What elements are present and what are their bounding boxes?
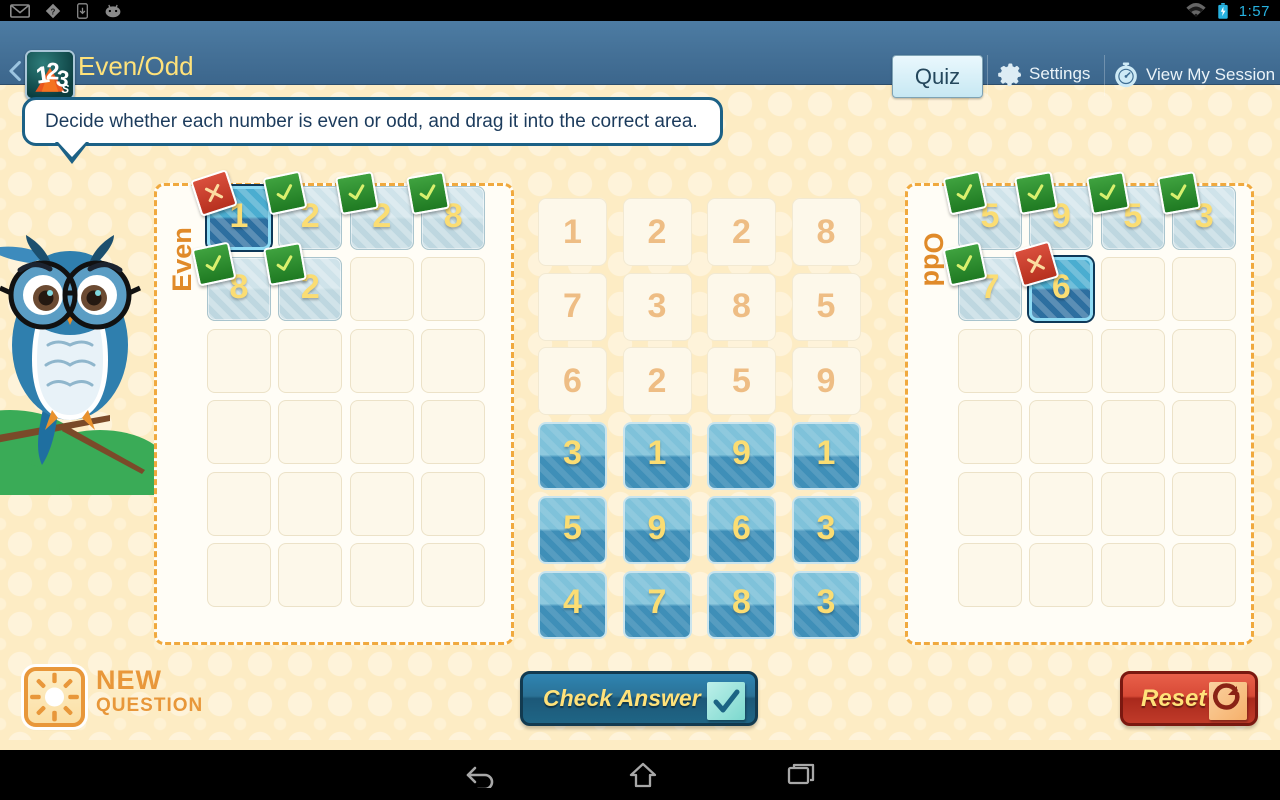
svg-text:S: S (62, 84, 70, 96)
svg-text:?: ? (51, 8, 56, 17)
